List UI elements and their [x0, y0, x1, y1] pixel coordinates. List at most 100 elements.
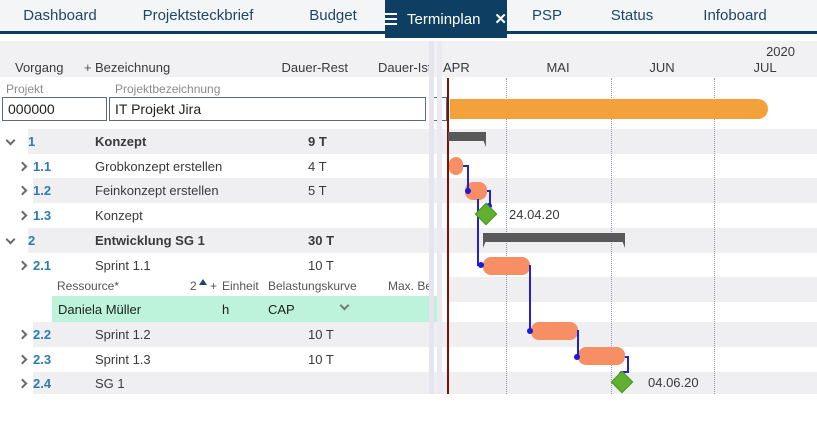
tab-projektsteckbrief[interactable]: Projektsteckbrief — [142, 7, 254, 24]
summary-bar-entwicklung[interactable] — [483, 233, 625, 248]
connector-node — [574, 354, 580, 360]
task-number: 2 — [28, 233, 36, 248]
task-duration-rest: 30 T — [308, 233, 335, 248]
task-duration-rest: 10 T — [308, 352, 334, 367]
task-row-1-1[interactable]: 1.1 Grobkonzept erstellen 4 T — [0, 154, 429, 178]
task-row-1-2[interactable]: 1.2 Feinkonzept erstellen 5 T — [0, 178, 429, 203]
resource-curve[interactable]: CAP — [268, 302, 295, 317]
connector-line — [577, 330, 579, 358]
row-stripe — [28, 129, 817, 154]
row-stripe — [448, 277, 817, 302]
chevron-right-icon[interactable] — [17, 260, 28, 270]
task-row-2-1[interactable]: 2.1 Sprint 1.1 10 T — [0, 253, 429, 277]
curve-col-header[interactable]: Belastungskurve — [268, 279, 357, 293]
task-number: 2.3 — [33, 352, 52, 367]
task-name: Sprint 1.1 — [95, 257, 151, 273]
task-bar-2-3[interactable] — [578, 347, 625, 365]
row-stripe — [33, 178, 817, 203]
task-row-1[interactable]: 1 Konzept 9 T — [0, 129, 429, 154]
task-duration-rest: 10 T — [308, 327, 334, 342]
summary-cap — [480, 132, 486, 147]
task-name: Feinkonzept erstellen — [95, 183, 219, 198]
connector-node — [465, 188, 471, 194]
project-nr-label: Projekt — [6, 82, 44, 96]
chevron-down-icon[interactable] — [339, 300, 350, 311]
chevron-right-icon[interactable] — [17, 161, 28, 171]
task-row-2-3[interactable]: 2.3 Sprint 1.3 10 T — [0, 347, 429, 372]
project-name-label: Projektbezeichnung — [115, 82, 221, 96]
connector-node — [527, 328, 533, 334]
project-nr-input[interactable]: 000000 — [2, 97, 107, 121]
task-bar-2-2[interactable] — [531, 322, 578, 340]
resource-row-highlight — [52, 296, 441, 322]
task-row-2-2[interactable]: 2.2 Sprint 1.2 10 T — [0, 322, 429, 347]
task-name: SG 1 — [95, 375, 125, 391]
connector-node — [478, 262, 484, 268]
milestone-date: 24.04.20 — [509, 207, 560, 222]
task-bar-2-1[interactable] — [483, 257, 530, 275]
chevron-right-icon[interactable] — [17, 354, 28, 365]
panel-divider-scrollbar[interactable] — [437, 41, 442, 394]
summary-cap — [619, 233, 625, 248]
task-number: 1.1 — [33, 158, 52, 174]
project-name-input[interactable]: IT Projekt Jira — [109, 97, 426, 121]
column-header-dauer-ist[interactable]: Dauer-Ist — [378, 60, 432, 75]
unit-col-header[interactable]: Einheit — [222, 279, 259, 293]
sort-indicator[interactable]: 2 — [190, 279, 197, 293]
project-bar[interactable] — [450, 99, 768, 119]
task-row-2-4[interactable]: 2.4 SG 1 — [0, 372, 429, 394]
resource-col-header[interactable]: Ressource* — [57, 279, 120, 293]
hamburger-menu-icon[interactable] — [385, 10, 398, 28]
summary-bar-konzept[interactable] — [448, 132, 486, 147]
row-stripe — [33, 322, 817, 347]
column-header-dauer-rest[interactable]: Dauer-Rest — [281, 60, 348, 75]
tab-terminplan-active[interactable]: Terminplan ✕ — [385, 0, 507, 38]
task-duration-rest: 9 T — [308, 134, 327, 149]
chevron-right-icon[interactable] — [17, 210, 28, 221]
month-label: JUN — [649, 60, 675, 75]
month-gridline — [714, 78, 715, 394]
milestone-sg1[interactable] — [610, 370, 634, 394]
task-number: 1.3 — [33, 208, 52, 223]
summary-cap — [483, 233, 489, 248]
add-resource-icon[interactable]: + — [210, 279, 218, 293]
tab-infoboard[interactable]: Infoboard — [703, 7, 767, 24]
month-label: JUL — [753, 60, 777, 75]
close-tab-icon[interactable]: ✕ — [494, 11, 507, 28]
grid-header-band — [0, 41, 817, 77]
connector-line — [463, 165, 469, 167]
chevron-right-icon[interactable] — [17, 185, 28, 196]
task-row-1-3[interactable]: 1.3 Konzept — [0, 203, 429, 228]
task-row-2[interactable]: 2 Entwicklung SG 1 30 T — [0, 228, 429, 253]
chevron-right-icon[interactable] — [17, 329, 28, 340]
connector-line — [467, 165, 469, 192]
task-bar-1-1[interactable] — [449, 157, 463, 175]
task-duration-rest: 4 T — [308, 158, 327, 174]
add-column-icon[interactable]: + — [84, 60, 92, 75]
sort-asc-icon[interactable] — [199, 279, 207, 285]
task-name: Sprint 1.2 — [95, 327, 151, 342]
task-bar-1-2[interactable] — [465, 182, 487, 200]
resource-row[interactable]: Daniela Müller h CAP — [0, 296, 441, 322]
row-stripe — [28, 228, 817, 253]
max-col-header[interactable]: Max. Be — [388, 279, 433, 293]
resource-name[interactable]: Daniela Müller — [58, 302, 142, 317]
resource-unit[interactable]: h — [222, 302, 230, 317]
column-header-vorgang[interactable]: Vorgang — [15, 60, 64, 75]
tab-bar: Dashboard Projektsteckbrief Budget Termi… — [0, 0, 817, 38]
task-number: 1 — [28, 134, 36, 149]
panel-divider-scrollbar[interactable] — [429, 41, 434, 394]
tab-psp[interactable]: PSP — [531, 7, 562, 24]
connector-line — [529, 265, 531, 332]
timeline-year: 2020 — [766, 44, 795, 59]
task-number: 2.2 — [33, 327, 52, 342]
month-label: APR — [443, 60, 470, 75]
connector-line — [477, 199, 479, 266]
tab-status[interactable]: Status — [610, 7, 654, 24]
tab-budget[interactable]: Budget — [309, 7, 357, 24]
chevron-down-icon[interactable] — [5, 135, 16, 145]
tab-dashboard[interactable]: Dashboard — [23, 7, 97, 24]
chevron-right-icon[interactable] — [17, 378, 28, 388]
chevron-down-icon[interactable] — [5, 234, 16, 244]
column-header-bezeichnung[interactable]: Bezeichnung — [95, 60, 171, 75]
